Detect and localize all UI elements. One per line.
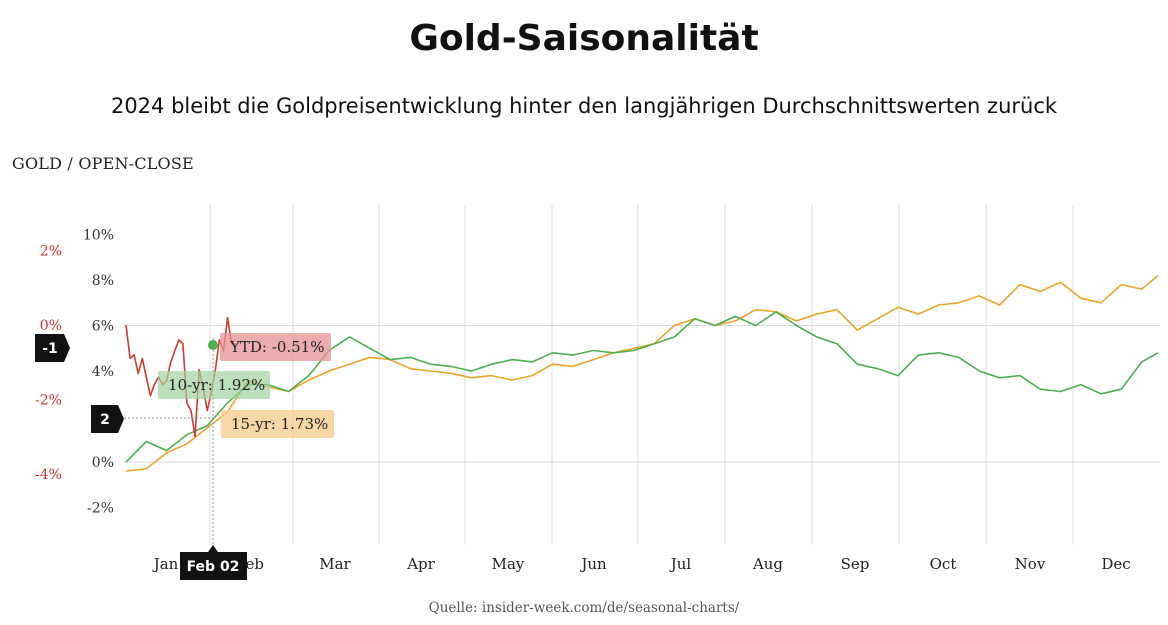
right-axis-ticks: 10%8%6%4%2%0%-2%: [83, 228, 114, 517]
right-tick-label: 0%: [92, 455, 114, 471]
right-axis-marker-label: 2: [100, 412, 110, 428]
grid: [124, 205, 1160, 545]
month-label: Jul: [669, 555, 692, 573]
month-label: Dec: [1101, 555, 1130, 573]
right-tick-label: 10%: [83, 228, 114, 244]
fifteen-yr-label: 15-yr: 1.73%: [231, 415, 328, 433]
series-line-fifteen_yr: [125, 274, 1159, 472]
date-marker-label: Feb 02: [187, 559, 240, 575]
ten-yr-label-box: [158, 371, 270, 399]
right-tick-label: -2%: [87, 501, 114, 517]
chart-subtitle: 2024 bleibt die Goldpreisentwicklung hin…: [110, 94, 1058, 118]
left-tick-label: -4%: [35, 467, 62, 483]
month-label: May: [492, 555, 525, 573]
date-marker: [180, 545, 247, 580]
ytd-label-box: [220, 333, 331, 361]
month-label: Aug: [752, 555, 783, 573]
left-axis-marker-label: -1: [42, 341, 58, 357]
chart-title: Gold-Saisonalität: [409, 18, 759, 59]
month-label: Oct: [930, 555, 957, 573]
month-label: Jun: [579, 555, 607, 573]
right-tick-label: 6%: [92, 319, 114, 335]
instrument-label: GOLD / OPEN-CLOSE: [12, 154, 194, 173]
month-label: Nov: [1015, 555, 1046, 573]
right-axis-marker: [91, 405, 124, 433]
ytd-end-marker: [208, 340, 218, 350]
fifteen-yr-label-box: [221, 410, 334, 438]
left-tick-label: 0%: [40, 318, 62, 334]
left-tick-label: -2%: [35, 392, 62, 408]
series-line-ytd: [125, 316, 236, 438]
ten-yr-label: 10-yr: 1.92%: [168, 376, 265, 394]
left-axis-ticks: 2% 0% -2% -4%: [35, 244, 62, 483]
left-axis-marker: [35, 334, 70, 362]
month-label: Apr: [406, 555, 435, 573]
series-lines: [125, 274, 1159, 472]
crosshair: YTD: -0.51% 10-yr: 1.92% 15-yr: 1.73% -1 2 Fe…: [35, 333, 334, 580]
month-label: Jan: [152, 555, 179, 573]
month-label: Mar: [319, 555, 351, 573]
series-line-ten_yr: [125, 311, 1159, 463]
source-note: Quelle: insider-week.com/de/seasonal-cha…: [428, 600, 740, 616]
left-tick-label: 2%: [40, 244, 62, 260]
month-label: Sep: [841, 555, 870, 573]
month-axis-ticks: Jan Feb Mar Apr May Jun Jul Aug Sep Oct Nov Dec: [152, 555, 1131, 573]
ytd-label: YTD: -0.51%: [229, 338, 324, 356]
right-tick-label: 4%: [92, 364, 114, 380]
right-tick-label: 8%: [92, 273, 114, 289]
